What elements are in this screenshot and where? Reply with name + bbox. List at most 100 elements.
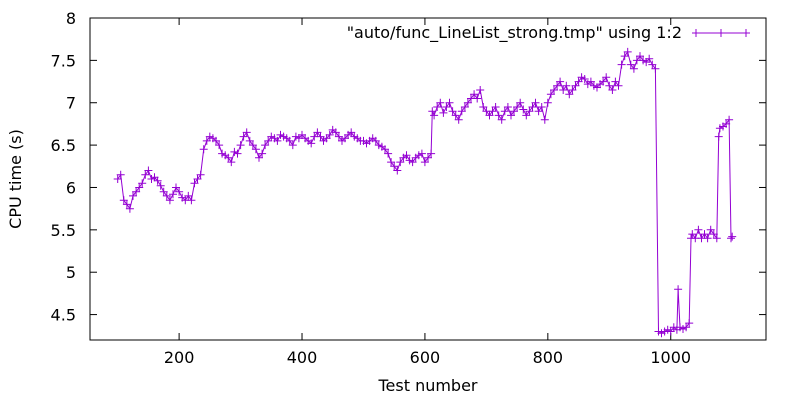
data-point bbox=[454, 115, 463, 124]
data-point bbox=[620, 52, 629, 61]
data-point bbox=[258, 149, 267, 158]
data-point bbox=[445, 98, 454, 107]
data-point bbox=[623, 47, 632, 56]
data-point bbox=[135, 183, 144, 192]
data-point bbox=[537, 103, 546, 111]
data-point bbox=[568, 86, 577, 94]
data-point bbox=[703, 234, 712, 243]
data-point bbox=[233, 149, 242, 158]
legend-marker-plus bbox=[717, 29, 725, 37]
data-point bbox=[433, 103, 442, 111]
data-point bbox=[709, 230, 718, 239]
data-point bbox=[402, 151, 411, 160]
data-point bbox=[470, 90, 479, 99]
data-point bbox=[611, 77, 620, 86]
x-tick-label-800: 800 bbox=[533, 348, 564, 367]
data-point bbox=[497, 115, 506, 124]
data-point bbox=[236, 141, 245, 150]
data-point bbox=[556, 77, 565, 86]
y-tick-label-8: 8 bbox=[66, 9, 76, 28]
data-point bbox=[141, 170, 150, 179]
data-point bbox=[460, 103, 469, 111]
data-point bbox=[528, 103, 537, 111]
data-point bbox=[387, 158, 396, 167]
data-point bbox=[239, 132, 248, 141]
data-point bbox=[694, 225, 703, 234]
data-point bbox=[334, 132, 343, 141]
data-point bbox=[428, 107, 437, 116]
data-point bbox=[212, 136, 220, 145]
x-tick-label-1000: 1000 bbox=[650, 348, 691, 367]
data-point bbox=[122, 200, 131, 209]
x-tick-label-200: 200 bbox=[164, 348, 195, 367]
data-point bbox=[531, 98, 540, 107]
data-point bbox=[457, 107, 466, 116]
data-point bbox=[546, 90, 555, 99]
data-point bbox=[605, 81, 614, 90]
data-point bbox=[316, 132, 325, 141]
data-point bbox=[614, 81, 623, 90]
data-point bbox=[196, 170, 205, 179]
data-point bbox=[580, 75, 589, 83]
data-point bbox=[116, 170, 125, 179]
data-point bbox=[113, 175, 122, 183]
data-point bbox=[550, 86, 558, 94]
data-point bbox=[184, 191, 193, 200]
data-series bbox=[113, 47, 737, 338]
data-point bbox=[494, 111, 503, 120]
data-point bbox=[666, 327, 675, 336]
data-point bbox=[626, 60, 635, 69]
data-point bbox=[629, 64, 638, 73]
data-point bbox=[417, 149, 426, 158]
legend-marker-plus bbox=[692, 29, 700, 37]
data-point bbox=[132, 187, 141, 196]
data-point bbox=[491, 103, 500, 111]
data-point bbox=[586, 77, 595, 86]
data-point bbox=[645, 54, 654, 63]
data-point bbox=[162, 191, 171, 200]
data-point bbox=[408, 158, 417, 167]
data-point bbox=[714, 132, 723, 141]
data-point bbox=[215, 141, 224, 150]
data-point bbox=[543, 98, 552, 107]
data-point bbox=[420, 158, 429, 167]
data-point bbox=[430, 111, 439, 120]
data-point bbox=[261, 141, 270, 150]
y-tick-label-6.5: 6.5 bbox=[51, 136, 76, 155]
data-point bbox=[553, 81, 562, 90]
data-point bbox=[159, 187, 168, 196]
y-tick-label-7.5: 7.5 bbox=[51, 51, 76, 70]
data-point bbox=[608, 86, 617, 94]
data-point bbox=[307, 139, 316, 148]
data-point bbox=[479, 103, 488, 111]
y-tick-label-5: 5 bbox=[66, 263, 76, 282]
data-point bbox=[648, 60, 657, 69]
data-point bbox=[636, 52, 644, 61]
data-point bbox=[522, 111, 531, 120]
series-points-0 bbox=[113, 47, 737, 338]
data-point bbox=[510, 107, 518, 116]
data-point bbox=[245, 136, 254, 145]
data-point bbox=[165, 196, 174, 205]
data-point bbox=[728, 232, 737, 241]
legend-entry-label: "auto/func_LineList_strong.tmp" using 1:… bbox=[347, 23, 682, 43]
data-point bbox=[500, 107, 509, 116]
y-tick-label-7: 7 bbox=[66, 94, 76, 113]
data-point bbox=[227, 158, 236, 167]
data-point bbox=[442, 103, 451, 111]
data-point bbox=[381, 145, 389, 154]
data-point bbox=[172, 183, 180, 192]
data-point bbox=[476, 86, 485, 94]
data-point bbox=[602, 73, 611, 82]
data-point bbox=[396, 158, 405, 167]
data-point bbox=[193, 175, 202, 183]
data-point bbox=[129, 191, 137, 200]
x-tick-label-400: 400 bbox=[287, 348, 318, 367]
data-point bbox=[559, 86, 568, 94]
data-point bbox=[285, 136, 294, 145]
data-point bbox=[682, 323, 691, 332]
data-point bbox=[347, 128, 356, 137]
data-point bbox=[651, 64, 660, 73]
data-point bbox=[156, 181, 165, 190]
